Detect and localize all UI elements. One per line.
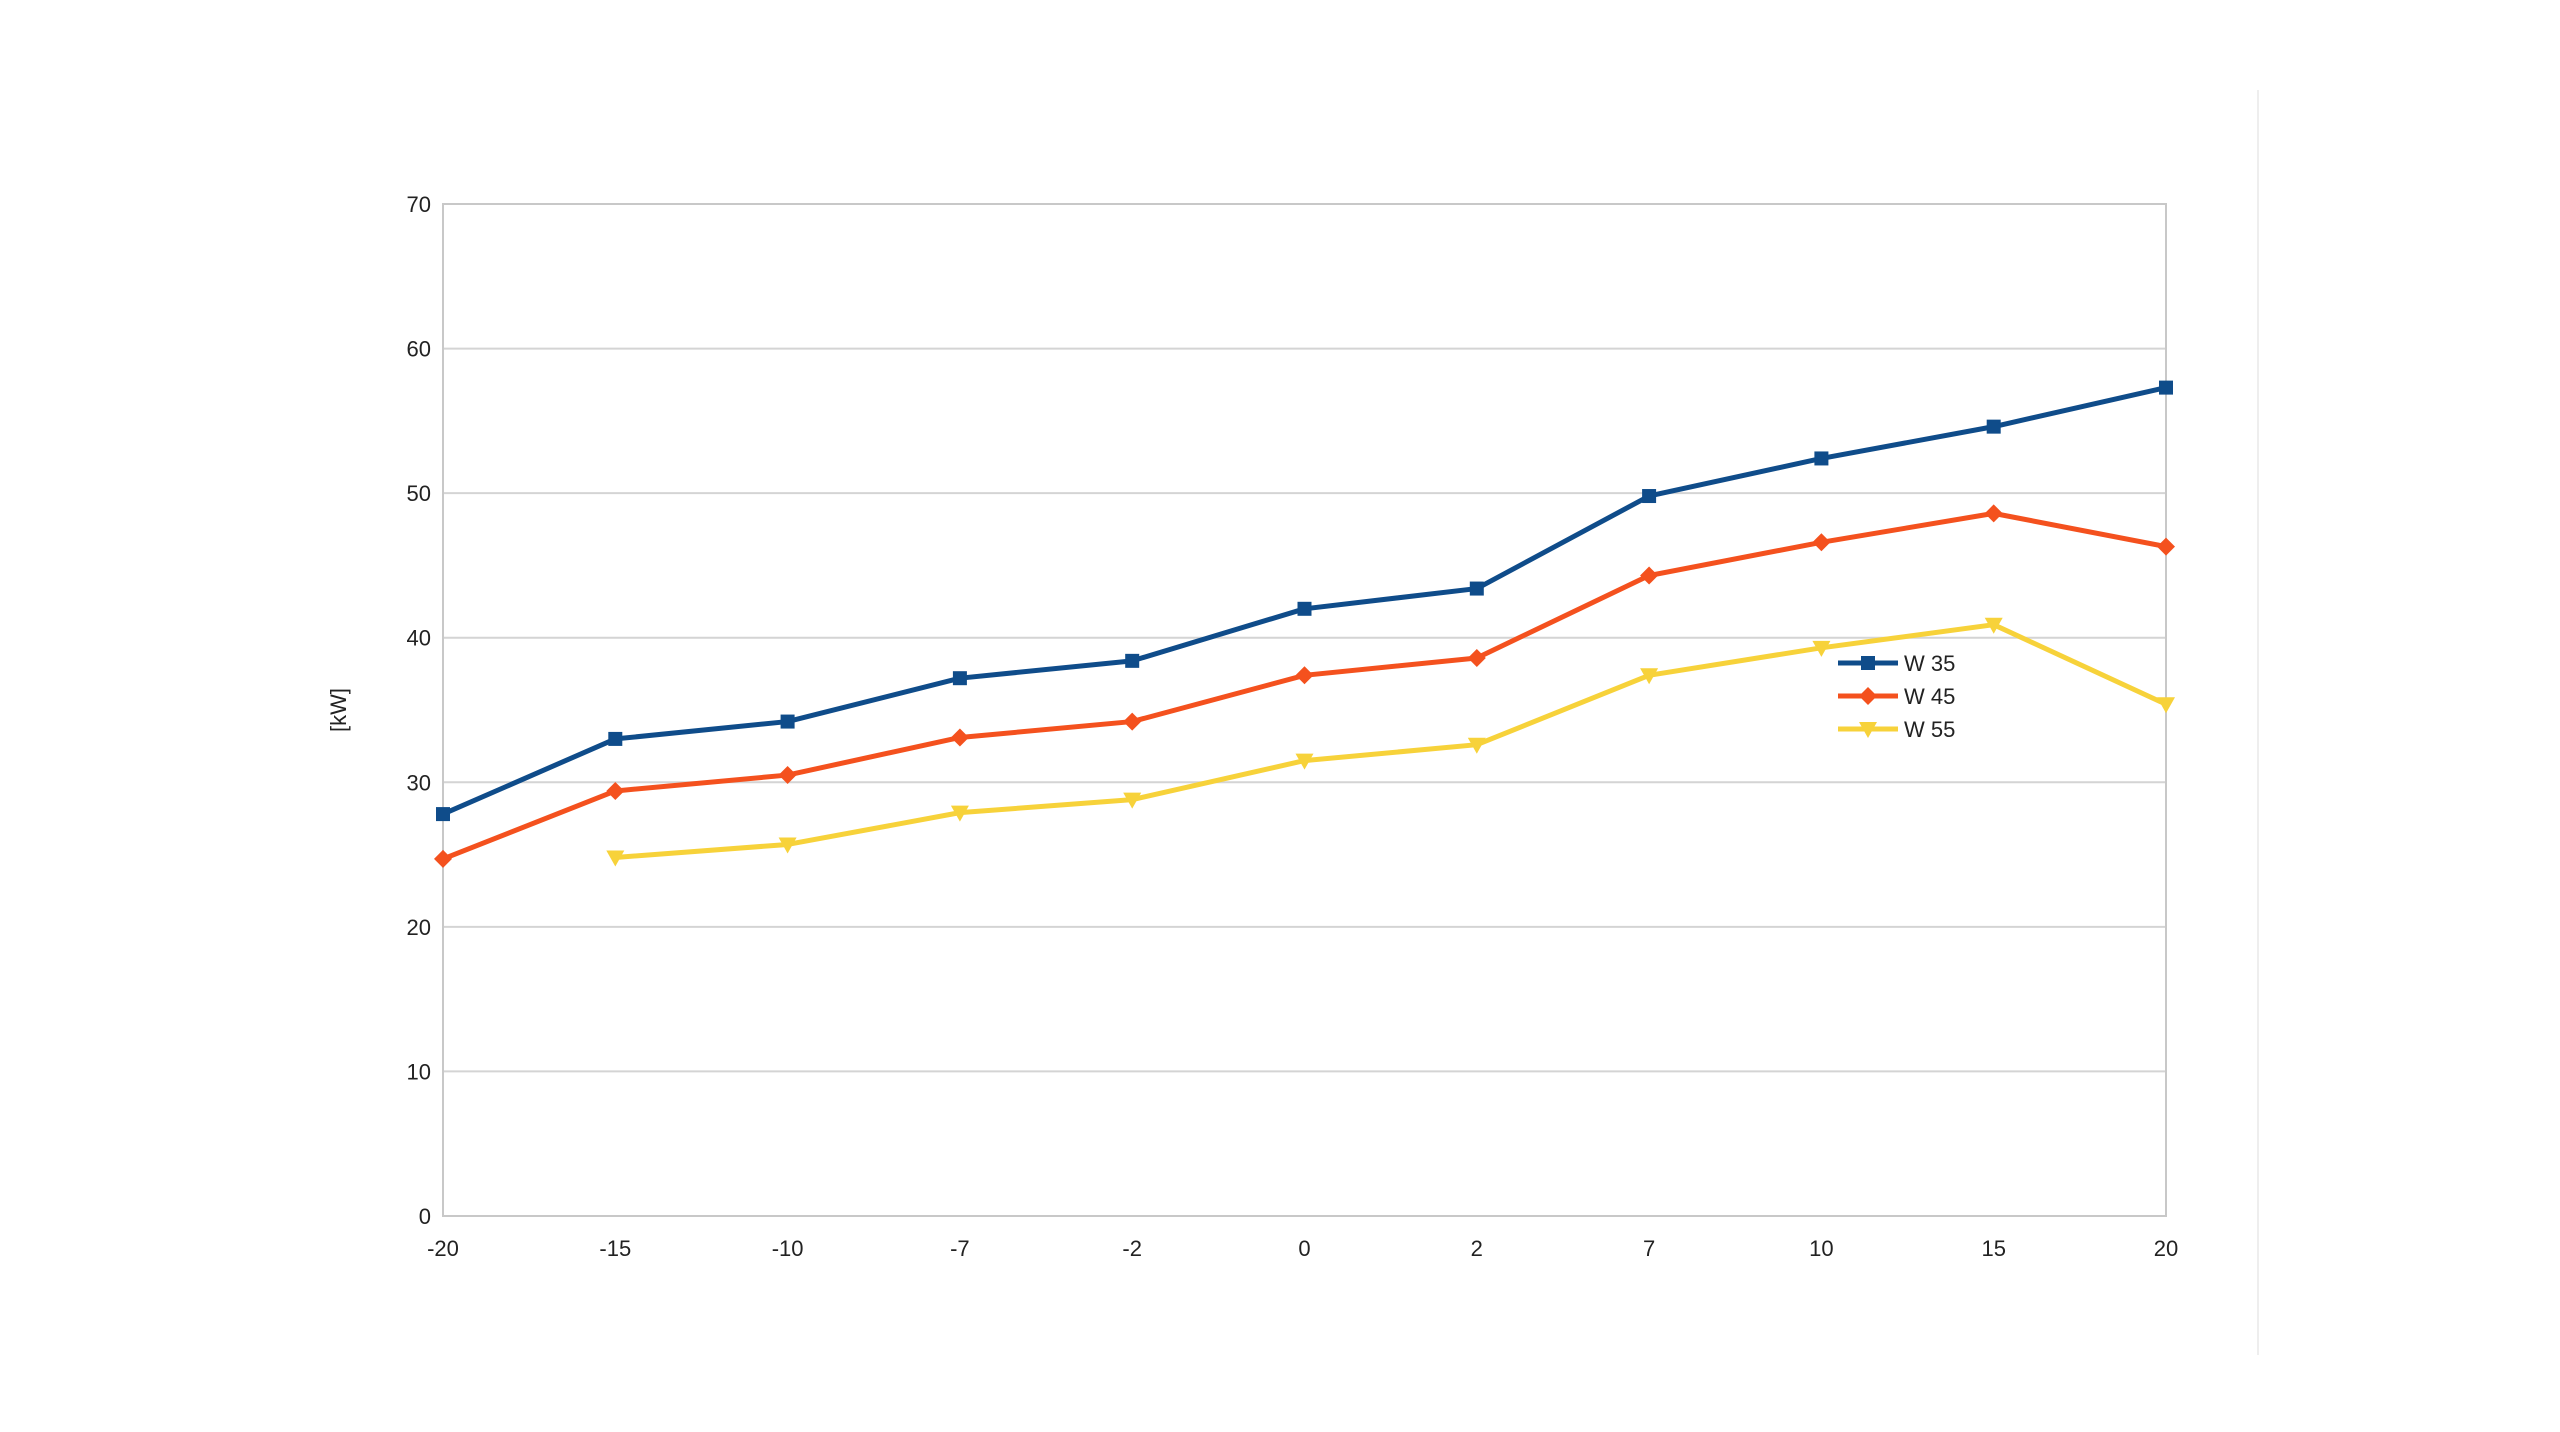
data-point-w-55 <box>606 850 625 867</box>
data-point-w-35 <box>2159 380 2173 395</box>
legend-item-w-45: W 45 <box>1838 684 1955 709</box>
data-point-w-35 <box>780 714 795 729</box>
data-point-w-45 <box>434 849 452 868</box>
series-w-45 <box>434 504 2175 868</box>
series-w-55 <box>606 617 2175 867</box>
data-point-w-35 <box>952 671 967 686</box>
data-point-w-45 <box>1984 504 2003 523</box>
y-tick-label: 50 <box>407 481 431 506</box>
x-tick-label: -15 <box>599 1236 631 1261</box>
data-point-w-35 <box>608 731 623 746</box>
legend-item-w-35: W 35 <box>1838 651 1955 676</box>
data-point-w-45 <box>1640 566 1659 585</box>
x-tick-label: 2 <box>1471 1236 1483 1261</box>
data-point-w-35 <box>1125 653 1140 668</box>
data-point-w-55 <box>1295 753 1314 770</box>
data-point-w-45 <box>2157 537 2175 556</box>
data-point-w-55 <box>950 805 969 822</box>
legend-swatch-marker <box>1859 687 1877 705</box>
data-point-w-55 <box>778 837 797 854</box>
data-point-w-55 <box>1467 737 1486 754</box>
data-point-w-55 <box>1812 640 1831 657</box>
x-tick-label: -2 <box>1122 1236 1142 1261</box>
data-point-w-55 <box>1640 668 1659 685</box>
data-point-w-45 <box>1123 712 1142 731</box>
data-point-w-45 <box>1467 648 1486 667</box>
data-point-w-45 <box>778 766 797 785</box>
data-point-w-35 <box>1642 489 1657 504</box>
x-tick-label: 20 <box>2154 1236 2178 1261</box>
y-tick-label: 60 <box>407 337 431 362</box>
series-line-w-55 <box>612 622 2169 860</box>
data-point-w-45 <box>950 728 969 747</box>
y-tick-label: 20 <box>407 915 431 940</box>
x-tick-label: 10 <box>1809 1236 1833 1261</box>
legend: W 35 W 45 W 55 <box>1838 651 1955 742</box>
y-tick-label: 70 <box>407 192 431 217</box>
series-layer <box>434 380 2175 868</box>
y-tick-label: 30 <box>407 770 431 795</box>
x-tick-label: -20 <box>427 1236 459 1261</box>
legend-label: W 55 <box>1904 717 1955 742</box>
data-point-w-35 <box>1986 419 2001 434</box>
y-tick-label: 10 <box>407 1059 431 1084</box>
legend-swatch-marker <box>1859 722 1877 738</box>
x-tick-label: -7 <box>950 1236 970 1261</box>
y-tick-label: 0 <box>419 1204 431 1229</box>
data-point-w-35 <box>1814 451 1829 466</box>
legend-label: W 45 <box>1904 684 1955 709</box>
series-w-35 <box>436 380 2173 822</box>
x-tick-label: 7 <box>1643 1236 1655 1261</box>
y-axis-ticks: 0 10 20 30 40 50 60 70 <box>407 192 431 1229</box>
legend-item-w-55: W 55 <box>1838 717 1955 742</box>
x-tick-label: 15 <box>1981 1236 2005 1261</box>
data-point-w-35 <box>1469 581 1484 596</box>
data-point-w-55 <box>1984 617 2003 634</box>
x-tick-label: -10 <box>772 1236 804 1261</box>
data-point-w-45 <box>1295 666 1314 685</box>
data-point-w-55 <box>2157 697 2175 714</box>
data-point-w-45 <box>1812 533 1831 552</box>
legend-swatch-marker <box>1861 656 1875 670</box>
x-axis-ticks: -20 -15 -10 -7 -2 0 2 7 10 15 20 <box>427 1236 2178 1261</box>
data-point-w-35 <box>1297 601 1312 616</box>
x-tick-label: 0 <box>1298 1236 1310 1261</box>
legend-label: W 35 <box>1904 651 1955 676</box>
y-axis-title: [kW] <box>326 688 351 732</box>
data-point-w-35 <box>436 807 450 822</box>
data-point-w-45 <box>606 781 625 800</box>
y-tick-label: 40 <box>407 626 431 651</box>
data-point-w-55 <box>1123 792 1142 809</box>
